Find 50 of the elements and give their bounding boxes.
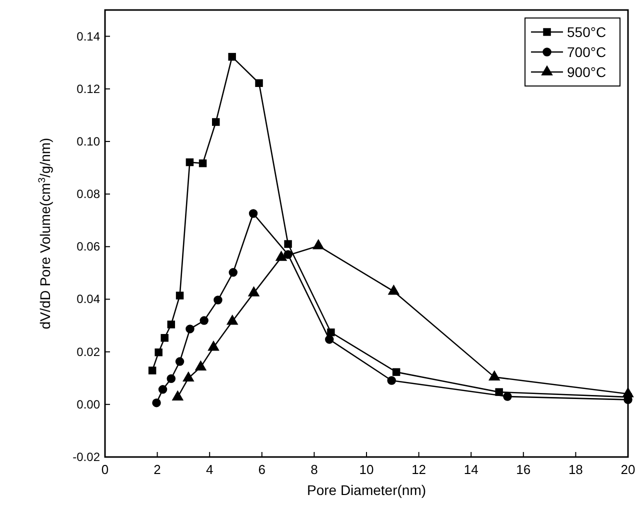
point (154, 348, 162, 356)
point (228, 268, 238, 277)
point (495, 388, 503, 396)
y-tick-label: 0.06 (76, 240, 100, 254)
point (387, 376, 396, 385)
x-tick-label: 10 (359, 462, 374, 477)
x-axis-title: Pore Diameter(nm) (306, 482, 426, 498)
point (186, 158, 194, 166)
x-tick-label: 8 (310, 462, 318, 477)
point (212, 118, 220, 126)
point (392, 368, 400, 376)
legend-label: 700°C (567, 44, 606, 60)
x-tick-label: 14 (464, 462, 478, 477)
point (255, 79, 263, 87)
y-tick-label: 0.04 (76, 292, 100, 306)
y-tick-label: 0.00 (76, 397, 100, 412)
point (158, 385, 168, 394)
x-tick-label: 20 (620, 462, 636, 477)
x-tick-label: 0 (101, 462, 109, 477)
point (324, 335, 334, 344)
point (152, 398, 161, 408)
legend-label: 550°C (567, 24, 606, 40)
point (167, 320, 176, 328)
y-tick-label: 0.14 (76, 29, 100, 44)
point (148, 366, 156, 374)
x-tick-label: 18 (568, 462, 583, 477)
point (176, 292, 184, 300)
point (198, 159, 207, 168)
y-tick-label: 0.02 (76, 344, 100, 359)
x-tick-label: 6 (258, 462, 266, 477)
point (166, 374, 176, 384)
y-tick-label: 0.10 (76, 134, 100, 148)
point (175, 357, 184, 366)
x-tick-label: 12 (412, 462, 426, 477)
point (503, 392, 512, 401)
point (248, 209, 258, 218)
legend-label: 900°C (567, 64, 606, 80)
y-tick-label: 0.12 (76, 82, 100, 96)
point (214, 296, 222, 304)
point (284, 240, 292, 248)
x-tick-label: 4 (206, 462, 214, 477)
x-tick-label: 2 (154, 462, 161, 477)
y-tick-label: 0.08 (76, 187, 100, 202)
y-tick-label: -0.02 (72, 450, 100, 464)
point (327, 328, 335, 336)
x-tick-label: 16 (516, 462, 531, 477)
point (186, 324, 194, 334)
point (160, 334, 168, 342)
point (200, 316, 208, 325)
point (228, 52, 236, 61)
